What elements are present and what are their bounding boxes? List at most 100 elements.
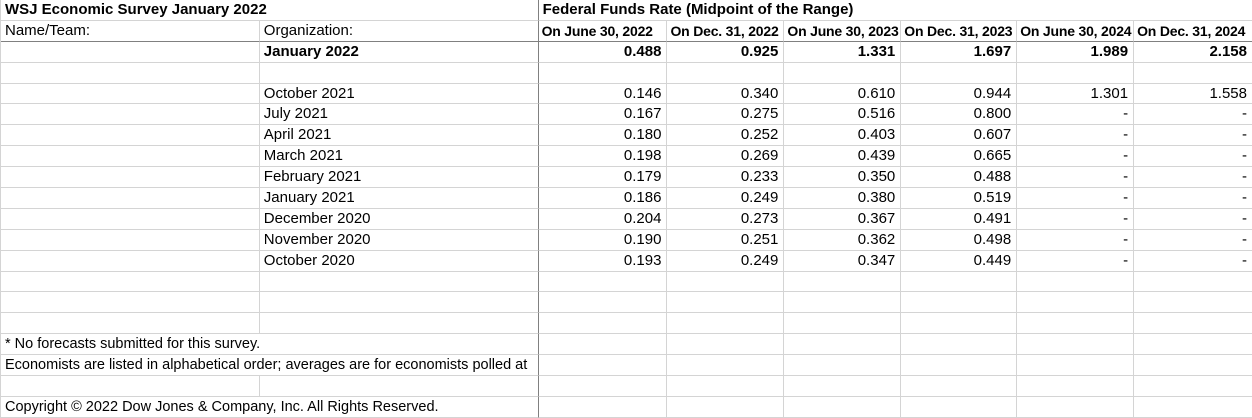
value-cell[interactable]: 0.516	[784, 104, 902, 126]
empty-cell[interactable]	[1, 104, 260, 126]
value-cell[interactable]: 0.340	[667, 83, 785, 105]
empty-cell[interactable]	[1017, 376, 1135, 397]
row-label-cell[interactable]: November 2020	[259, 229, 539, 251]
value-cell[interactable]: 0.193	[538, 250, 668, 272]
empty-cell[interactable]	[667, 292, 785, 314]
empty-cell[interactable]	[538, 292, 668, 314]
empty-cell[interactable]	[538, 313, 668, 335]
col-header-dec-31-2024[interactable]: On Dec. 31, 2024	[1134, 21, 1252, 42]
empty-cell[interactable]	[259, 376, 539, 397]
empty-cell[interactable]	[784, 271, 902, 293]
col-header-dec-31-2023[interactable]: On Dec. 31, 2023	[901, 20, 1018, 42]
value-cell[interactable]: 0.180	[538, 125, 668, 147]
empty-cell[interactable]	[1, 292, 260, 314]
value-cell[interactable]: -	[1134, 104, 1252, 126]
row-label-cell[interactable]: April 2021	[259, 125, 539, 147]
empty-cell[interactable]	[538, 355, 668, 377]
value-cell[interactable]: 0.252	[667, 125, 785, 147]
empty-cell[interactable]	[1134, 63, 1252, 84]
empty-cell[interactable]	[259, 271, 539, 293]
empty-cell[interactable]	[1134, 355, 1252, 377]
col-header-june-30-2023[interactable]: On June 30, 2023	[784, 20, 902, 42]
empty-cell[interactable]	[1, 125, 260, 147]
value-cell[interactable]: 0.498	[901, 229, 1018, 251]
row-label-cell[interactable]: October 2021	[259, 83, 539, 105]
empty-cell[interactable]	[901, 313, 1018, 335]
footnote-no-forecasts[interactable]: * No forecasts submitted for this survey…	[1, 334, 539, 356]
value-cell[interactable]: 0.347	[784, 250, 902, 272]
empty-cell[interactable]	[901, 376, 1018, 397]
value-cell[interactable]: 0.610	[784, 83, 902, 105]
row-label-cell[interactable]: December 2020	[259, 208, 539, 230]
empty-cell[interactable]	[1, 313, 260, 335]
empty-cell[interactable]	[1, 229, 260, 251]
value-cell[interactable]: 0.269	[667, 146, 785, 168]
empty-cell[interactable]	[259, 313, 539, 335]
empty-cell[interactable]	[1134, 272, 1252, 293]
empty-cell[interactable]	[1, 146, 260, 168]
value-cell[interactable]: -	[1134, 188, 1252, 209]
value-cell[interactable]: -	[1017, 250, 1135, 272]
empty-cell[interactable]	[901, 292, 1018, 314]
empty-cell[interactable]	[1, 41, 260, 63]
empty-cell[interactable]	[784, 376, 902, 397]
value-cell[interactable]: 0.204	[538, 208, 668, 230]
value-cell[interactable]: 0.190	[538, 229, 668, 251]
empty-cell[interactable]	[784, 62, 902, 84]
row-label-cell[interactable]: March 2021	[259, 146, 539, 168]
value-cell[interactable]: 0.491	[901, 208, 1018, 230]
empty-cell[interactable]	[784, 334, 902, 356]
empty-cell[interactable]	[1017, 396, 1135, 418]
empty-cell[interactable]	[259, 292, 539, 314]
empty-cell[interactable]	[1134, 292, 1252, 314]
average-value-cell[interactable]: 2.158	[1134, 42, 1252, 63]
empty-cell[interactable]	[538, 376, 668, 397]
value-cell[interactable]: -	[1017, 208, 1135, 230]
value-cell[interactable]: 0.665	[901, 146, 1018, 168]
empty-cell[interactable]	[1017, 334, 1135, 356]
value-cell[interactable]: 0.380	[784, 188, 902, 209]
value-cell[interactable]: 0.449	[901, 250, 1018, 272]
row-label-cell[interactable]: October 2020	[259, 250, 539, 272]
empty-cell[interactable]	[1134, 376, 1252, 397]
section-title-cell[interactable]: Federal Funds Rate (Midpoint of the Rang…	[538, 0, 1252, 21]
empty-cell[interactable]	[259, 62, 539, 84]
empty-cell[interactable]	[1017, 313, 1135, 335]
empty-cell[interactable]	[901, 396, 1018, 418]
empty-cell[interactable]	[1, 376, 260, 397]
value-cell[interactable]: 0.367	[784, 208, 902, 230]
empty-cell[interactable]	[1, 188, 260, 209]
empty-cell[interactable]	[667, 62, 785, 84]
empty-cell[interactable]	[1, 271, 260, 293]
name-team-label-cell[interactable]: Name/Team:	[1, 20, 260, 42]
empty-cell[interactable]	[1017, 292, 1135, 314]
value-cell[interactable]: -	[1134, 209, 1252, 230]
value-cell[interactable]: 0.607	[901, 125, 1018, 147]
value-cell[interactable]: 0.439	[784, 146, 902, 168]
empty-cell[interactable]	[1017, 355, 1135, 377]
value-cell[interactable]: -	[1017, 125, 1135, 147]
value-cell[interactable]: 0.275	[667, 104, 785, 126]
empty-cell[interactable]	[1, 62, 260, 84]
value-cell[interactable]: -	[1017, 146, 1135, 168]
organization-label-cell[interactable]: Organization:	[259, 20, 539, 42]
value-cell[interactable]: 0.249	[667, 188, 785, 209]
value-cell[interactable]: -	[1017, 167, 1135, 189]
empty-cell[interactable]	[667, 334, 785, 356]
empty-cell[interactable]	[1, 167, 260, 189]
average-label-cell[interactable]: January 2022	[259, 41, 539, 63]
empty-cell[interactable]	[667, 355, 785, 377]
row-label-cell[interactable]: July 2021	[259, 104, 539, 126]
value-cell[interactable]: 0.944	[901, 83, 1018, 105]
value-cell[interactable]: -	[1017, 104, 1135, 126]
empty-cell[interactable]	[667, 271, 785, 293]
empty-cell[interactable]	[784, 292, 902, 314]
value-cell[interactable]: -	[1134, 146, 1252, 168]
empty-cell[interactable]	[667, 396, 785, 418]
value-cell[interactable]: 0.362	[784, 229, 902, 251]
empty-cell[interactable]	[901, 355, 1018, 377]
average-value-cell[interactable]: 1.331	[784, 41, 902, 63]
empty-cell[interactable]	[1134, 397, 1252, 418]
empty-cell[interactable]	[667, 313, 785, 335]
empty-cell[interactable]	[1, 208, 260, 230]
